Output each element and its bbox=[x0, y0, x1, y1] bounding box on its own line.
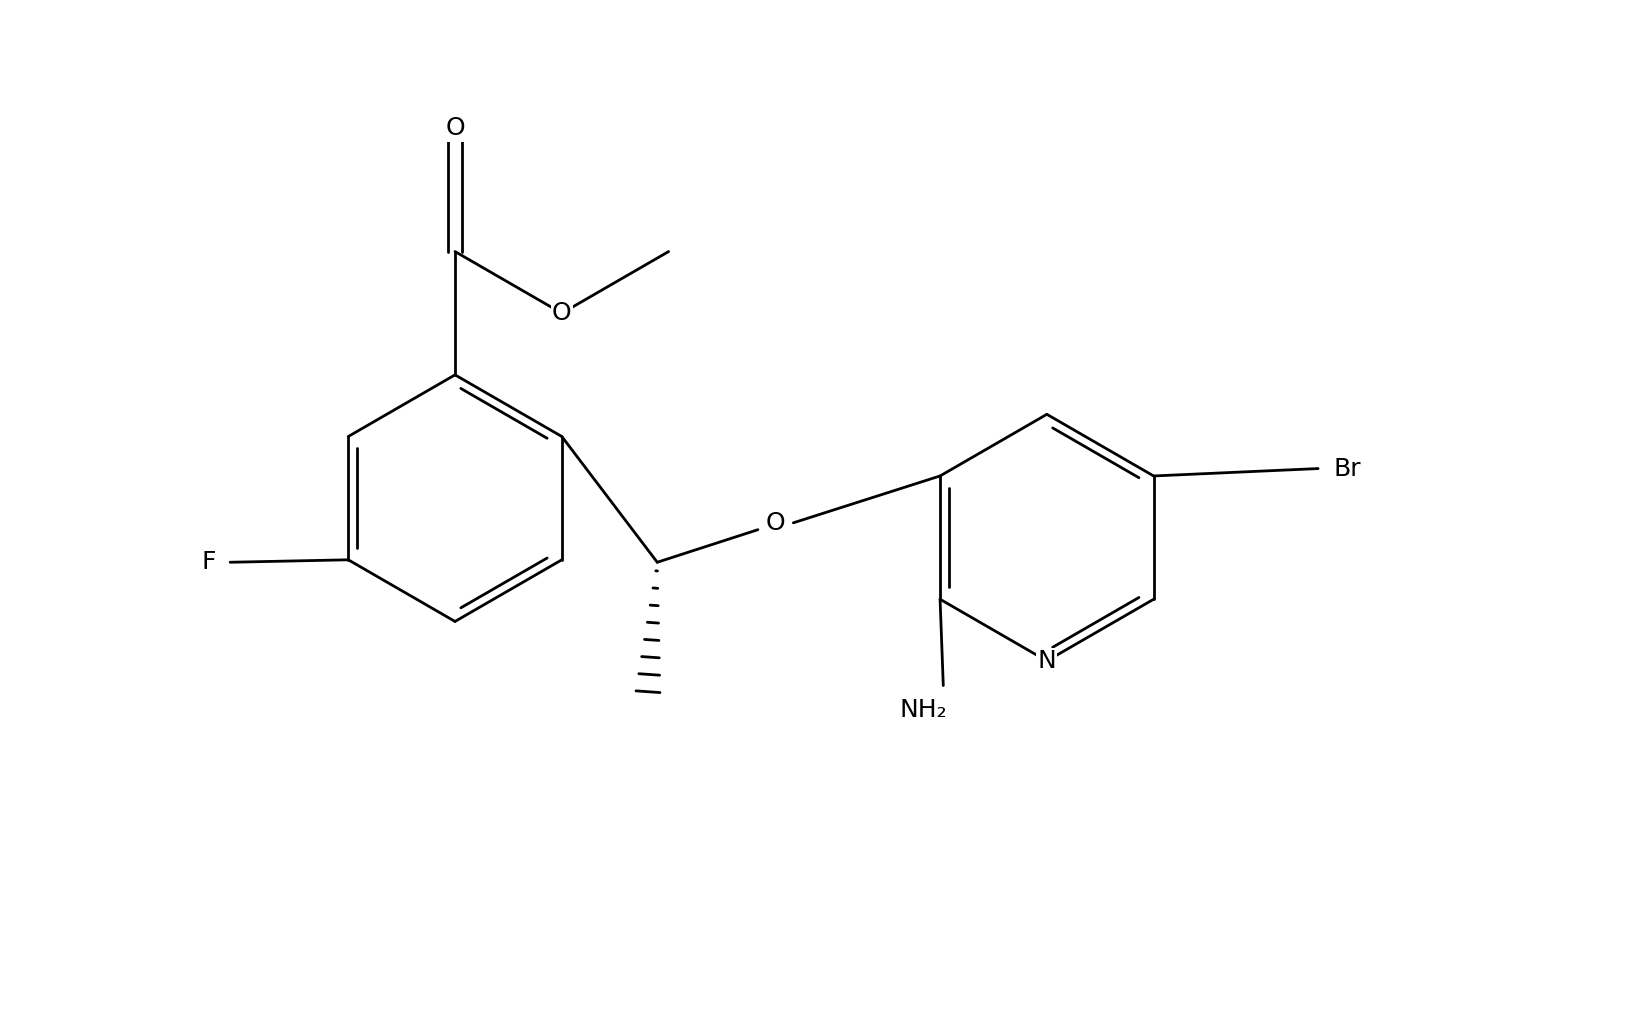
Text: NH₂: NH₂ bbox=[900, 698, 947, 722]
Text: F: F bbox=[202, 551, 216, 574]
Text: N: N bbox=[1037, 648, 1056, 673]
Text: O: O bbox=[765, 511, 785, 534]
Text: Br: Br bbox=[1334, 456, 1362, 480]
Text: O: O bbox=[446, 116, 465, 140]
Text: O: O bbox=[552, 301, 572, 325]
